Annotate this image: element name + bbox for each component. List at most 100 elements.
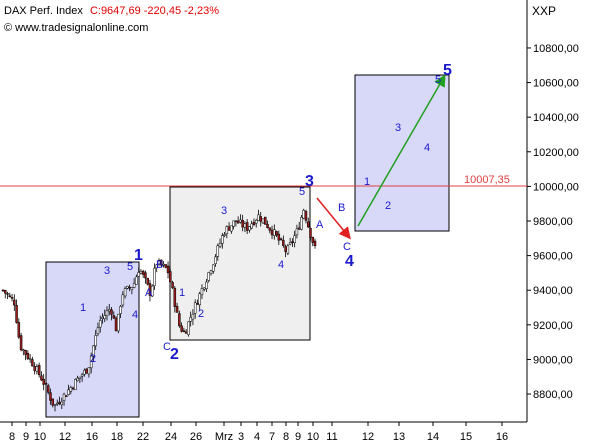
candle-body	[169, 271, 172, 283]
arrow-to-wave5	[357, 74, 446, 227]
candle-body	[209, 270, 213, 274]
candle-body	[214, 256, 217, 265]
candle-body	[58, 401, 61, 404]
candle-body	[207, 272, 210, 281]
candle-body	[243, 223, 247, 228]
candle-body	[160, 259, 163, 266]
candle-body	[259, 216, 262, 222]
quote-text: C:9647,69 -220,45 -2,23%	[90, 5, 219, 17]
candle-body	[277, 233, 281, 241]
symbol-label: XXP	[532, 4, 556, 18]
candle-body	[286, 245, 290, 254]
candle-body	[105, 310, 109, 317]
candle-body	[71, 387, 75, 390]
candle-body	[155, 264, 158, 269]
wave-minor-label: B	[156, 259, 163, 271]
candle-body	[164, 264, 168, 268]
x-tick-label: 22	[137, 431, 149, 443]
wave-minor-label: 1	[179, 287, 185, 299]
candle-body	[162, 263, 165, 266]
candle-body	[8, 295, 12, 297]
candle-body	[92, 345, 95, 357]
candle-body	[74, 379, 77, 390]
candle-body	[110, 309, 113, 315]
x-tick-label: 15	[460, 431, 472, 443]
candle-body	[17, 322, 21, 338]
wave-minor-label: 5	[435, 74, 441, 86]
candle-body	[148, 283, 152, 296]
candle-body	[304, 211, 308, 221]
candle-body	[65, 395, 68, 397]
candle-body	[288, 242, 292, 245]
candle-body	[130, 287, 134, 290]
candle-body	[306, 221, 310, 228]
candle-body	[300, 217, 303, 230]
candle-body	[144, 272, 147, 279]
candle-body	[119, 306, 122, 314]
candle-body	[248, 226, 251, 231]
x-tick-label: 11	[326, 431, 337, 443]
candle-body	[279, 238, 283, 241]
x-axis: 8 9 10 12 16 18 22 24 26 Mrz 3 4 7 8 9 10 11 12 13 14 15 16	[9, 422, 508, 443]
x-tick-label: 12	[59, 431, 71, 443]
candle-body	[198, 293, 201, 306]
candle-body	[33, 366, 36, 371]
candle-body	[171, 282, 174, 288]
wave-minor-label: 3	[104, 265, 110, 277]
candle-body	[257, 214, 260, 221]
wave-minor-label: 5	[299, 186, 305, 198]
candle-body	[234, 220, 238, 222]
candle-body	[270, 229, 274, 236]
candle-body	[227, 226, 231, 231]
candle-body	[96, 327, 100, 335]
candle-body	[157, 260, 161, 265]
candle-body	[53, 404, 57, 406]
candle-body	[121, 294, 125, 306]
candle-body	[103, 315, 106, 319]
candle-body	[37, 365, 41, 376]
candle-body	[173, 287, 177, 307]
candle-body	[282, 240, 285, 246]
candle-body	[193, 302, 197, 314]
source-text: © www.tradesignalonline.com	[4, 22, 148, 34]
candle-body	[28, 358, 32, 360]
candle-body	[4, 290, 7, 294]
candle-body	[1, 289, 5, 292]
candle-body	[268, 227, 272, 231]
wave-minor-label: A	[316, 219, 324, 231]
wave-major-4: 4	[345, 253, 354, 270]
candle-body	[182, 330, 186, 332]
candle-body	[126, 286, 129, 289]
candle-body	[295, 228, 299, 236]
y-tick-label: 8800,00	[533, 389, 573, 401]
x-tick-label: 24	[165, 431, 177, 443]
candle-body	[42, 378, 45, 385]
candle-body	[275, 231, 278, 236]
candle-body	[241, 220, 244, 228]
candle-body	[302, 209, 305, 219]
wave-minor-label: 2	[90, 353, 96, 365]
level-label: 10007,35	[464, 174, 510, 186]
candle-body	[166, 265, 170, 274]
wave-minor-label: A	[145, 287, 153, 299]
candle-body	[44, 382, 48, 385]
candle-body	[80, 374, 84, 377]
candle-body	[87, 367, 91, 375]
wave-minor-label: C	[163, 341, 171, 353]
wave-minor-label: C	[343, 241, 351, 253]
candle-body	[60, 401, 64, 406]
candle-body	[205, 281, 208, 289]
candle-body	[56, 402, 59, 405]
candle-body	[35, 366, 39, 372]
candle-body	[69, 387, 73, 392]
x-tick-label: 12	[362, 431, 374, 443]
wave-major-2: 2	[170, 346, 179, 363]
candle-body	[230, 225, 233, 232]
x-tick-label: 10	[34, 431, 46, 443]
candle-body	[83, 369, 86, 375]
candle-body	[284, 246, 287, 252]
y-tick-label: 9800,00	[533, 216, 573, 228]
x-tick-label: 8	[9, 431, 15, 443]
candle-body	[311, 236, 314, 243]
x-tick-label: 13	[393, 431, 405, 443]
